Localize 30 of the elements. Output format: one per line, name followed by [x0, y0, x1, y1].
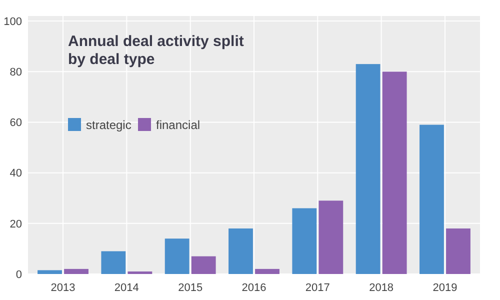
- legend-label: financial: [156, 118, 200, 132]
- bar: [101, 251, 126, 274]
- legend-label: strategic: [86, 118, 132, 132]
- bar: [292, 208, 317, 274]
- y-tick-label: 60: [10, 117, 22, 130]
- x-tick-label: 2015: [178, 282, 203, 294]
- x-tick-label: 2017: [305, 282, 330, 294]
- bar: [420, 124, 444, 274]
- bar: [382, 72, 407, 274]
- x-tick-label: 2014: [114, 282, 139, 294]
- bar: [356, 64, 380, 274]
- bar: [255, 268, 280, 274]
- bar: [128, 271, 152, 274]
- y-tick-label: 100: [4, 16, 22, 28]
- text: Annual deal activity split by deal type: [68, 33, 244, 68]
- bar: [64, 268, 88, 274]
- x-tick-label: 2018: [369, 282, 394, 294]
- y-tick-label: 0: [16, 268, 22, 281]
- bar: [318, 200, 344, 274]
- y-tick-label: 80: [10, 66, 22, 78]
- bar: [228, 228, 253, 274]
- x-tick-label: 2019: [432, 282, 458, 294]
- x-tick-label: 2016: [242, 282, 266, 294]
- bar: [164, 238, 190, 274]
- bar: [446, 228, 470, 274]
- y-tick-label: 40: [10, 168, 22, 180]
- bar: [38, 270, 62, 274]
- y-tick-label: 20: [10, 218, 22, 230]
- bar: [191, 256, 216, 274]
- x-tick-label: 2013: [50, 282, 76, 294]
